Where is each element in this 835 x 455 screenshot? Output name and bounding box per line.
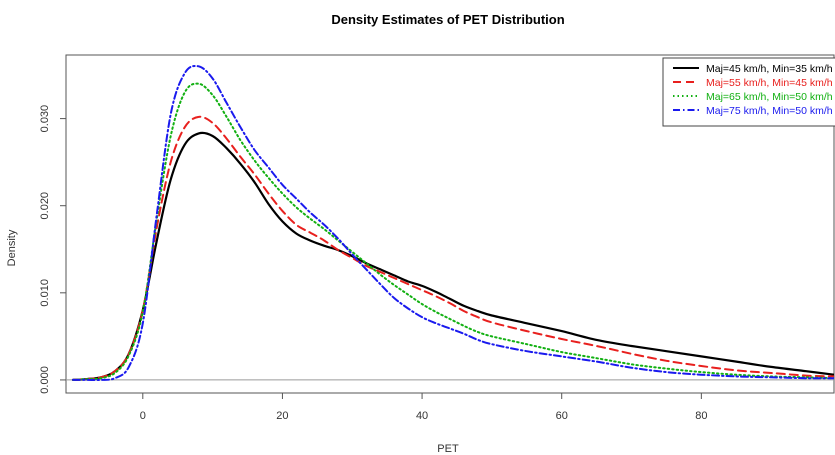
y-tick-label: 0.000 [39, 366, 51, 394]
chart-title: Density Estimates of PET Distribution [331, 12, 564, 27]
series-line-2 [72, 115, 834, 381]
x-tick-label: 60 [556, 410, 568, 422]
y-tick-label: 0.020 [39, 192, 51, 220]
series-layer [71, 64, 834, 382]
plot-frame [65, 54, 835, 394]
legend-entry-3: Maj=65 km/h, Min=50 km/h [706, 91, 833, 103]
y-tick-label: 0.010 [39, 279, 51, 307]
plot-border [65, 54, 835, 394]
legend-entry-1: Maj=45 km/h, Min=35 km/h [706, 63, 833, 75]
y-axis: 0.000 0.010 0.020 0.030 [39, 105, 66, 394]
x-tick-label: 20 [276, 410, 288, 422]
legend-entry-4: Maj=75 km/h, Min=50 km/h [706, 105, 833, 117]
y-axis-label: Density [6, 229, 18, 266]
x-tick-label: 80 [695, 410, 707, 422]
legend: Maj=45 km/h, Min=35 km/h Maj=55 km/h, Min… [662, 57, 835, 127]
legend-box [662, 57, 835, 127]
legend-entry-2: Maj=55 km/h, Min=45 km/h [706, 77, 833, 89]
series-line-1 [71, 131, 834, 381]
x-axis: 0 20 40 60 80 [140, 393, 707, 422]
y-tick-label: 0.030 [39, 105, 51, 133]
series-line-3 [72, 82, 834, 381]
x-tick-label: 40 [416, 410, 428, 422]
x-tick-label: 0 [140, 410, 146, 422]
x-axis-label: PET [437, 443, 459, 455]
series-line-4 [72, 64, 834, 382]
